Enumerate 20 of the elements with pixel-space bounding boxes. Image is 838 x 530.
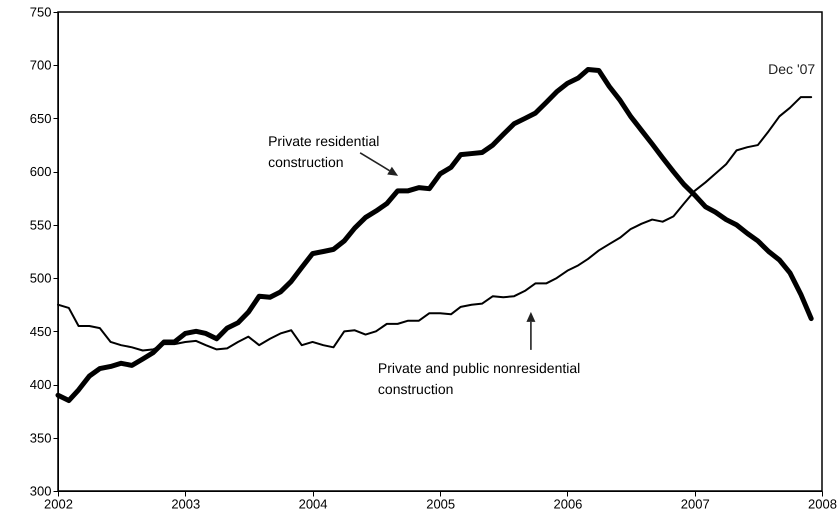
annotation: Dec '07 <box>768 61 816 78</box>
x-tick-label: 2008 <box>808 496 837 512</box>
series-label: Private residential construction <box>268 132 380 170</box>
x-tick-label: 2007 <box>680 496 710 512</box>
y-tick-label: 400 <box>30 377 52 392</box>
y-tick-label: 700 <box>30 58 52 73</box>
x-tick-label: 2002 <box>44 496 73 512</box>
x-tick-label: 2004 <box>298 496 328 512</box>
y-tick-label: 750 <box>30 4 52 20</box>
y-tick-label: 300 <box>30 484 52 498</box>
y-tick-label: 600 <box>30 164 52 180</box>
series-label: Private and public nonresidential construction <box>378 360 580 397</box>
y-tick-label: 350 <box>30 430 52 446</box>
y-tick-label: 450 <box>30 324 52 339</box>
y-tick-label: 500 <box>30 270 52 286</box>
y-tick-label: 550 <box>30 217 52 232</box>
x-tick-label: 2003 <box>171 496 200 512</box>
x-tick-label: 2005 <box>426 496 456 512</box>
y-tick-label: 650 <box>30 110 52 126</box>
x-tick-label: 2006 <box>553 496 582 512</box>
